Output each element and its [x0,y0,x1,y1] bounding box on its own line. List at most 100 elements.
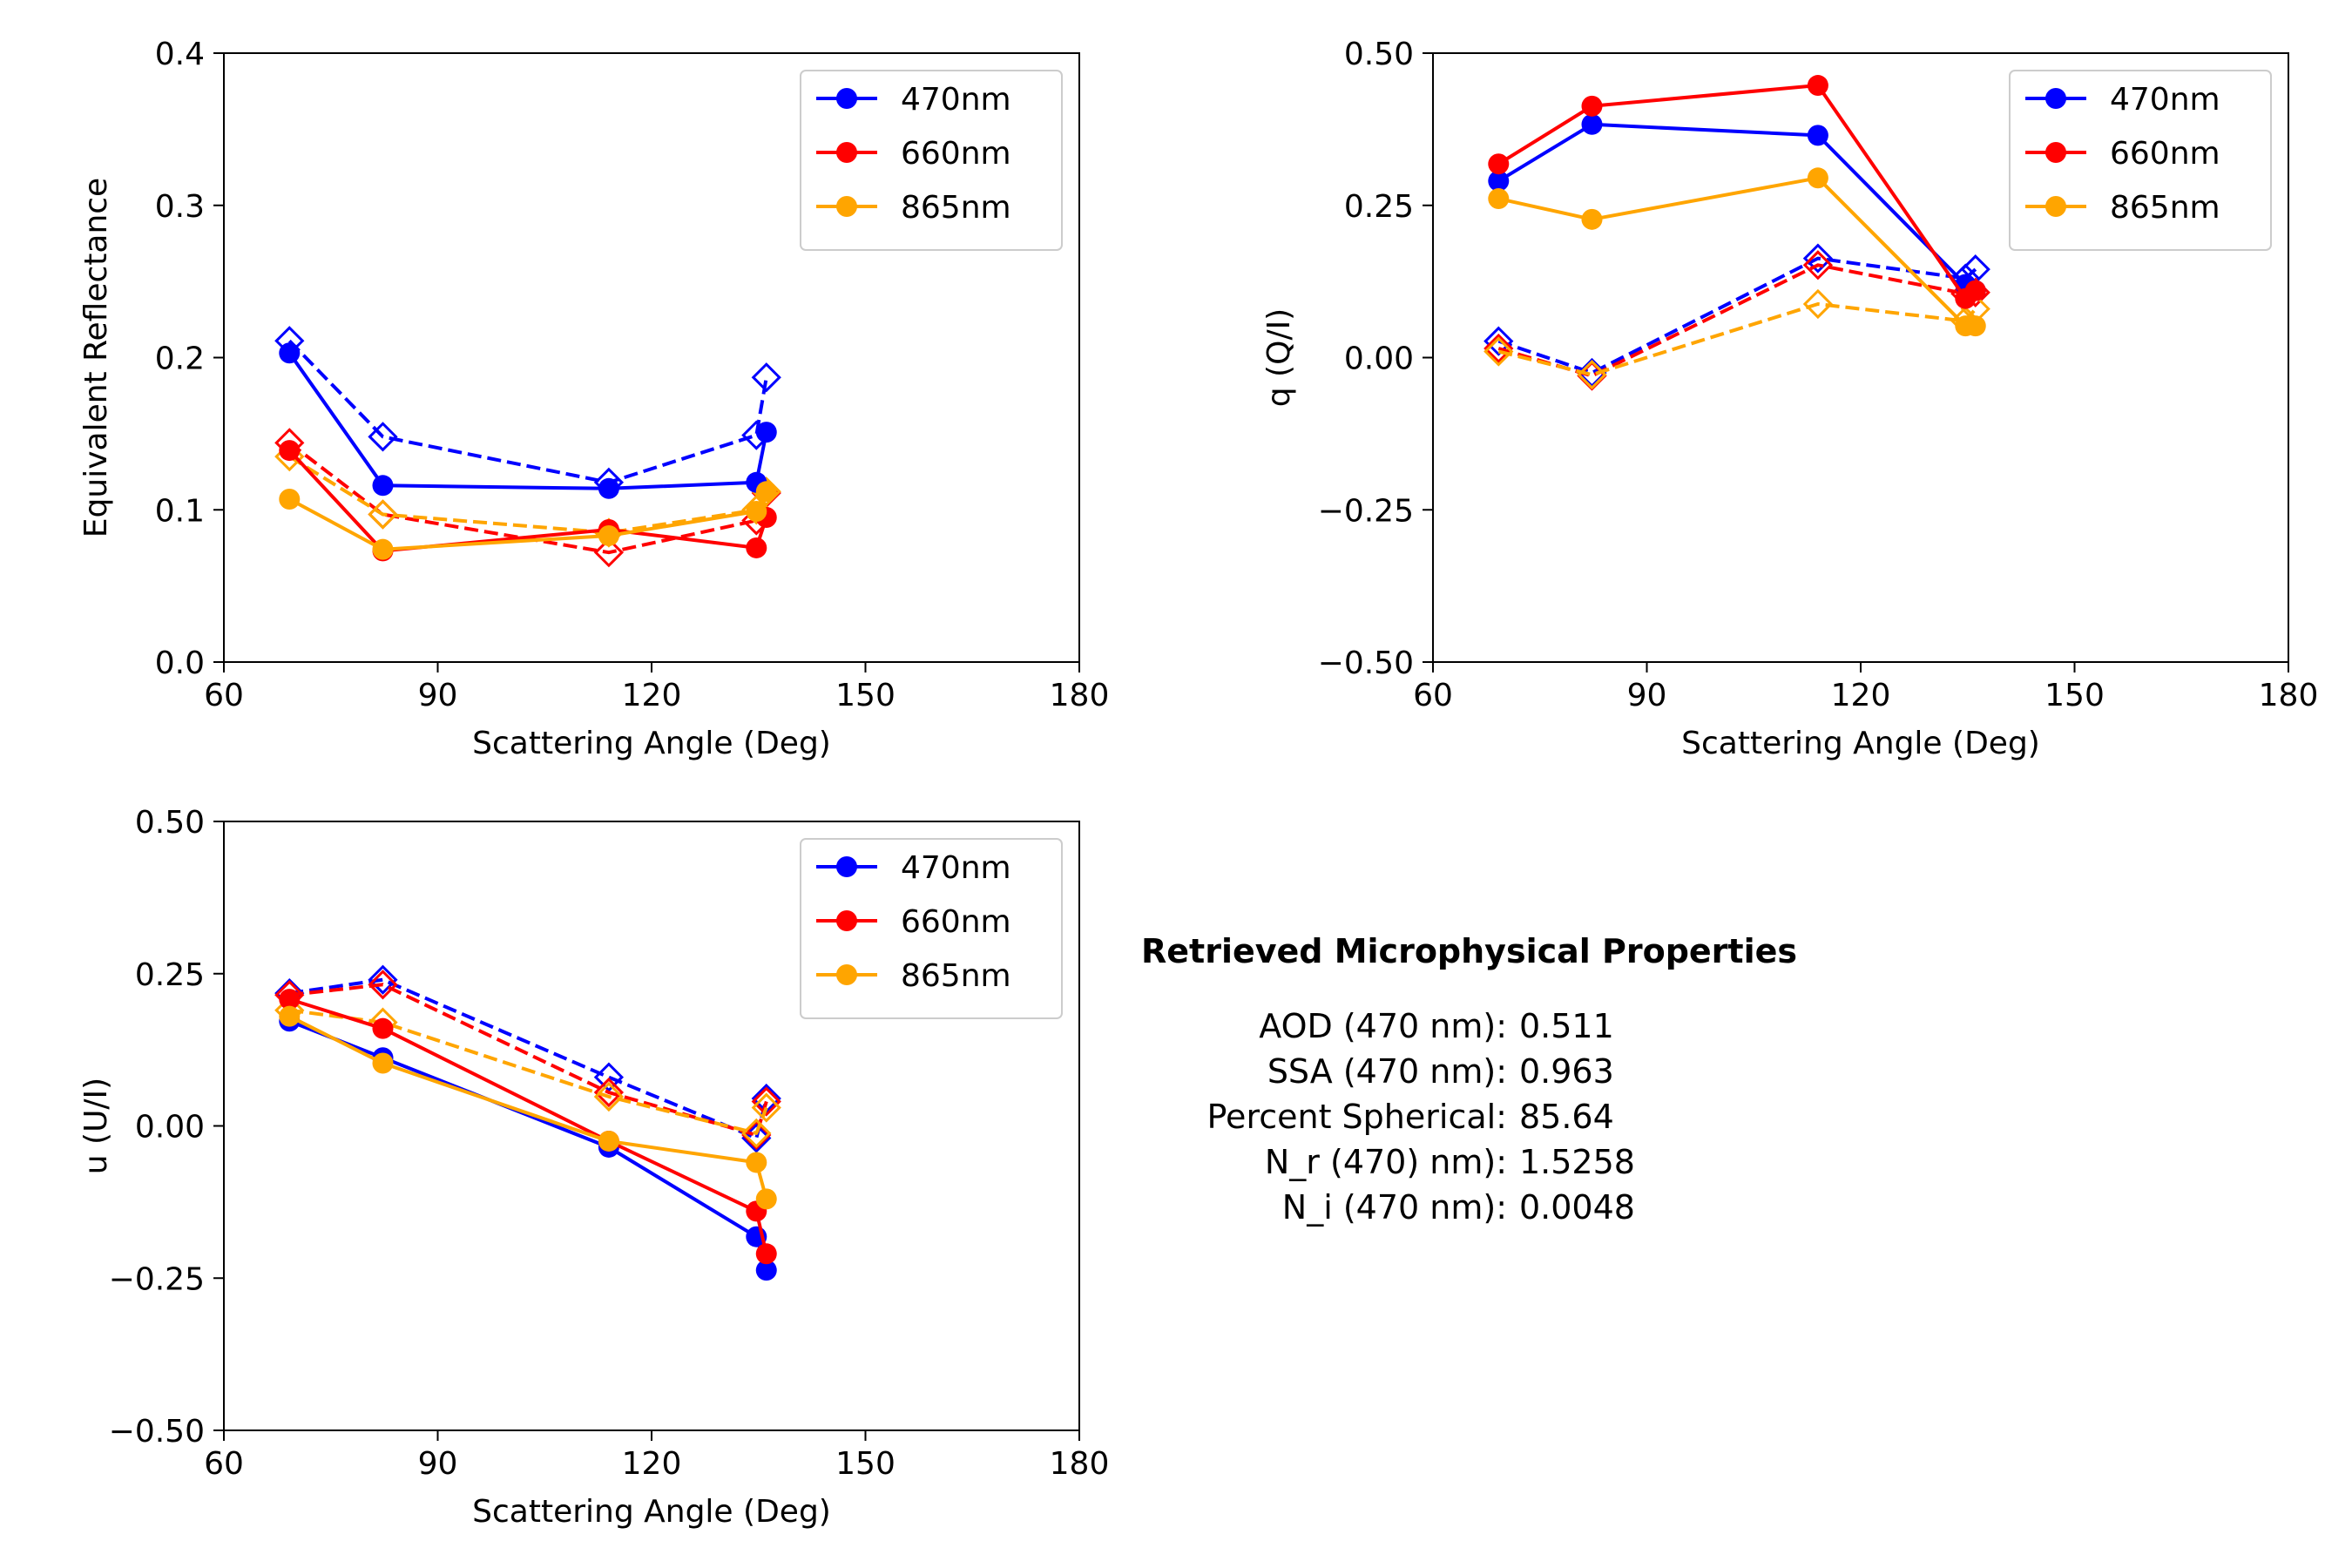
x-tick-label: 90 [418,678,458,713]
data-point [1577,359,1607,390]
legend-label: 865nm [2110,190,2220,226]
series-470nm [279,342,777,499]
property-value-ni: 0.0048 [1519,1187,1635,1227]
series-865nm [279,481,777,560]
chart-reflectance: 60 90 120 150 180 0.0 0.1 0.2 0.3 0.4 Scattering A… [78,37,1109,761]
y-tick-label: −0.25 [1318,493,1414,529]
data-point [1964,280,1986,301]
x-tick-label: 60 [204,1446,244,1482]
data-point [1581,208,1603,230]
property-value-ssa: 0.963 [1519,1051,1614,1091]
data-point [372,1017,394,1039]
x-axis-label: Scattering Angle (Deg) [1681,726,2040,761]
data-point [1488,170,1510,192]
y-tick-label: 0.00 [135,1110,205,1146]
data-point [1484,326,1514,356]
y-tick-label: 0.2 [155,341,205,377]
series-line [287,352,768,490]
x-tick-label: 90 [418,1446,458,1482]
legend-swatch-marker [836,88,857,109]
data-point [755,1188,777,1210]
series-dashed-4 [274,428,781,568]
x-tick-label: 90 [1627,678,1667,713]
legend-label: 660nm [2110,136,2220,172]
y-tick-label: 0.4 [155,37,205,72]
legend-label: 865nm [901,958,1011,994]
data-point [593,1062,625,1092]
data-point [598,1130,619,1152]
data-point [593,1077,625,1108]
property-label-aod: AOD (470 nm): [1259,1006,1507,1045]
x-axis-label: Scattering Angle (Deg) [472,1494,831,1530]
data-point [1484,333,1514,364]
data-point [372,538,394,560]
properties-title: Retrieved Microphysical Properties [1141,932,1798,970]
data-point [746,1152,767,1173]
legend-swatch-marker [2045,88,2066,109]
data-point [593,537,625,568]
property-value-aod: 0.511 [1519,1006,1614,1045]
x-tick-label: 150 [2044,678,2105,713]
property-label-ni: N_i (470 nm): [1281,1187,1507,1227]
data-point [1802,250,1834,280]
chart-q: 60 90 120 150 180 −0.50 −0.25 0.00 0.25 0.50 Scatt… [1261,37,2318,761]
data-point [1802,288,1834,320]
data-point [741,495,772,525]
y-tick-label: 0.50 [1344,37,1414,72]
data-point [1964,315,1986,337]
legend-swatch-marker [836,196,857,217]
x-axis-label: Scattering Angle (Deg) [472,726,831,761]
data-point [1581,95,1603,117]
legend-swatch-marker [836,910,857,931]
data-point [1807,167,1828,189]
legend-swatch-marker [2045,142,2066,163]
data-point [1484,336,1514,367]
property-label-nr: N_r (470) nm): [1264,1142,1507,1181]
legend-swatch-marker [836,856,857,877]
data-point [751,1092,781,1123]
series-dashed-3 [274,326,781,497]
y-tick-label: 0.0 [155,645,205,681]
x-tick-label: 150 [835,1446,896,1482]
data-point [593,1081,625,1112]
data-point [755,481,777,503]
property-label-ssa: SSA (470 nm): [1267,1051,1507,1091]
y-axis-label: u (U/I) [78,1078,114,1174]
x-tick-label: 60 [1413,678,1453,713]
y-axis-label: q (Q/I) [1261,308,1297,407]
series-line [288,997,768,1254]
x-tick-label: 180 [1050,678,1110,713]
data-point [746,537,767,558]
x-tick-label: 120 [1831,678,1891,713]
data-point [1807,75,1828,97]
series-dashed-3 [274,964,781,1153]
data-point [279,342,301,364]
data-point [279,1005,301,1027]
legend-label: 865nm [901,190,1011,226]
data-point [279,989,301,1010]
data-point [372,1052,394,1074]
x-tick-label: 180 [1050,1446,1110,1482]
legend: 470nm 660nm 865nm [800,838,1063,1019]
series-865nm [279,1005,777,1210]
x-tick-label: 120 [622,678,682,713]
data-point [741,1118,772,1149]
data-point [368,964,398,995]
property-value-nr: 1.5258 [1519,1142,1635,1181]
x-tick-label: 60 [204,678,244,713]
series-660nm [279,440,777,562]
data-point [1581,113,1603,135]
y-tick-label: 0.25 [1344,189,1414,225]
data-point [1807,125,1828,146]
legend-label: 660nm [901,136,1011,172]
legend-label: 470nm [2110,82,2220,118]
series-865nm [1488,167,1986,337]
series-line [1497,176,1976,328]
data-point [755,422,777,443]
y-tick-label: 0.3 [155,189,205,225]
legend-swatch-marker [836,142,857,163]
series-line [287,339,768,484]
legend: 470nm 660nm 865nm [2009,70,2272,251]
data-point [368,499,398,530]
